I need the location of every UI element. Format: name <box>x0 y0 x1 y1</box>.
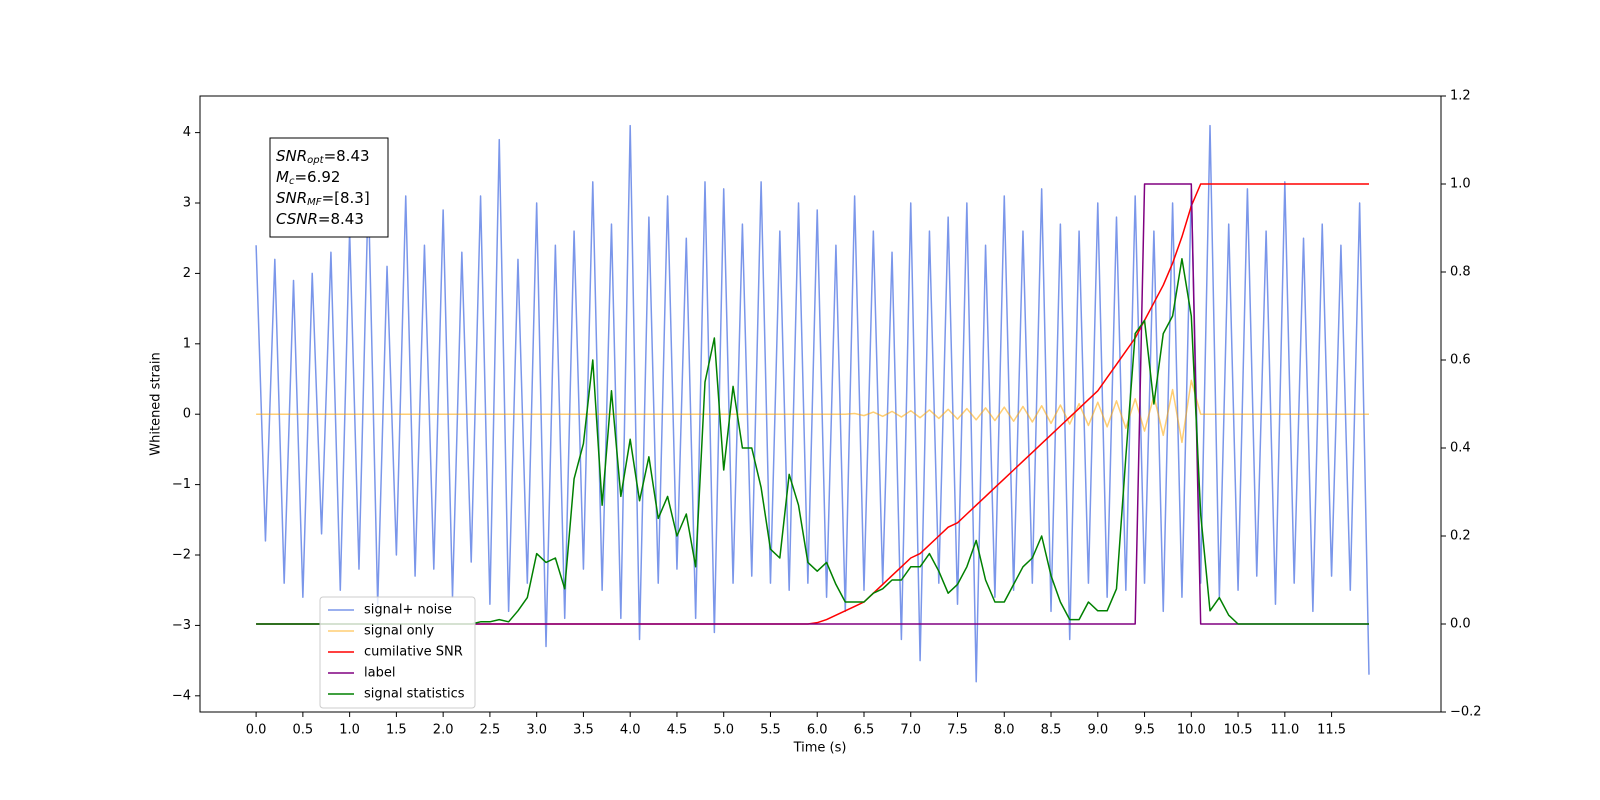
y-tick-label: 1 <box>183 336 191 351</box>
x-tick-label: 11.5 <box>1317 723 1346 738</box>
y2-tick-label: 0.2 <box>1450 529 1471 544</box>
series-line <box>256 379 1369 444</box>
x-tick-label: 0.0 <box>246 723 267 738</box>
legend-label: signal+ noise <box>364 603 452 618</box>
y2-tick-label: 1.0 <box>1450 177 1471 192</box>
x-tick-label: 5.0 <box>713 723 734 738</box>
x-tick-label: 6.5 <box>854 723 875 738</box>
y2-tick-label: 1.2 <box>1450 89 1471 104</box>
x-tick-label: 2.0 <box>433 723 454 738</box>
y-tick-label: 0 <box>183 407 191 422</box>
y-tick-label: −3 <box>172 618 191 633</box>
y2-tick-label: −0.2 <box>1450 705 1482 720</box>
annotation-subscript: c <box>289 176 295 187</box>
x-tick-label: 1.0 <box>339 723 360 738</box>
x-tick-label: 8.5 <box>1041 723 1062 738</box>
x-tick-label: 5.5 <box>760 723 781 738</box>
annotation-symbol: M <box>276 168 289 186</box>
x-tick-label: 3.5 <box>573 723 594 738</box>
legend-box <box>319 596 476 709</box>
annotation-text: =8.43 <box>324 147 370 165</box>
annotation-subscript: opt <box>307 155 324 166</box>
annotation-line: Mc=6.92 <box>276 168 340 188</box>
x-tick-label: 9.0 <box>1087 723 1108 738</box>
x-tick-label: 11.0 <box>1270 723 1299 738</box>
y-tick-label: 3 <box>183 196 191 211</box>
x-tick-label: 7.0 <box>900 723 921 738</box>
y-tick-label: 2 <box>183 266 191 281</box>
x-tick-label: 8.0 <box>994 723 1015 738</box>
x-tick-label: 3.0 <box>526 723 547 738</box>
y2-tick-label: 0.8 <box>1450 265 1471 280</box>
legend-label: label <box>364 666 395 681</box>
annotation-box <box>269 137 389 238</box>
legend-label: cumilative SNR <box>364 645 463 660</box>
y2-tick-label: 0.6 <box>1450 353 1471 368</box>
annotation-subscript: MF <box>307 197 322 208</box>
x-axis-label: Time (s) <box>793 741 847 756</box>
annotation-symbol: SNR <box>276 189 307 207</box>
y-tick-label: −2 <box>172 548 191 563</box>
series-line <box>255 124 1370 683</box>
annotation-text: =6.92 <box>294 168 340 186</box>
annotation-line: SNRopt=8.43 <box>276 147 370 167</box>
y2-tick-label: 0.4 <box>1450 441 1471 456</box>
legend: signal+ noise signal only cumilative SNR la… <box>319 596 476 709</box>
x-tick-label: 4.0 <box>620 723 641 738</box>
annotation-symbol: CSNR <box>276 210 318 228</box>
x-tick-label: 2.5 <box>480 723 501 738</box>
annotation-symbol: SNR <box>276 147 307 165</box>
y-tick-label: −4 <box>172 688 191 703</box>
legend-label: signal only <box>364 624 434 639</box>
x-tick-label: 1.5 <box>386 723 407 738</box>
y-tick-label: 4 <box>183 125 191 140</box>
annotation-line: SNRMF=[8.3] <box>276 189 370 209</box>
annotation-text: =[8.3] <box>322 189 370 207</box>
plot-frame <box>199 95 1442 713</box>
x-tick-label: 10.0 <box>1177 723 1206 738</box>
y2-tick-label: 0.0 <box>1450 617 1471 632</box>
x-tick-label: 6.0 <box>807 723 828 738</box>
x-tick-label: 0.5 <box>293 723 314 738</box>
legend-label: signal statistics <box>364 687 465 702</box>
x-tick-label: 10.5 <box>1224 723 1253 738</box>
x-tick-label: 9.5 <box>1134 723 1155 738</box>
annotation-text: =8.43 <box>318 210 364 228</box>
y-tick-label: −1 <box>172 477 191 492</box>
y-axis-label: Whitened strain <box>149 352 164 455</box>
annotation-line: CSNR=8.43 <box>276 210 364 228</box>
x-tick-label: 4.5 <box>667 723 688 738</box>
x-tick-label: 7.5 <box>947 723 968 738</box>
